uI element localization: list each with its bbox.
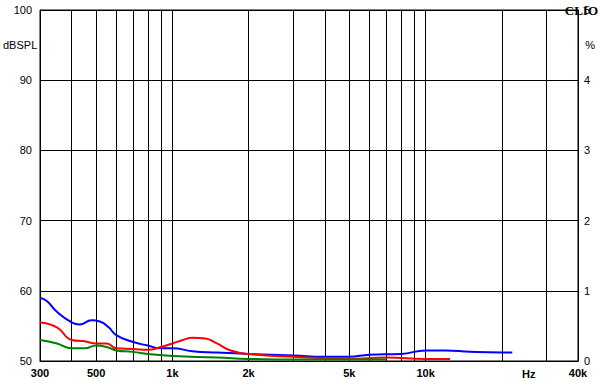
svg-text:5k: 5k: [343, 367, 356, 379]
svg-text:%: %: [585, 39, 595, 51]
svg-text:80: 80: [20, 144, 32, 156]
svg-text:10k: 10k: [416, 367, 435, 379]
svg-text:2: 2: [584, 215, 590, 227]
svg-text:dBSPL: dBSPL: [3, 39, 37, 51]
svg-text:50: 50: [20, 355, 32, 367]
svg-text:3: 3: [584, 144, 590, 156]
svg-text:40k: 40k: [569, 367, 588, 379]
svg-text:500: 500: [87, 367, 105, 379]
svg-text:0: 0: [584, 355, 590, 367]
svg-text:2k: 2k: [242, 367, 255, 379]
svg-text:70: 70: [20, 215, 32, 227]
svg-text:100: 100: [14, 4, 32, 16]
svg-text:1: 1: [584, 285, 590, 297]
svg-text:Hz: Hz: [522, 368, 536, 380]
svg-text:60: 60: [20, 285, 32, 297]
svg-text:CLIO: CLIO: [565, 3, 598, 18]
svg-text:4: 4: [584, 74, 590, 86]
svg-text:1k: 1k: [166, 367, 179, 379]
svg-text:90: 90: [20, 74, 32, 86]
svg-text:300: 300: [31, 367, 49, 379]
